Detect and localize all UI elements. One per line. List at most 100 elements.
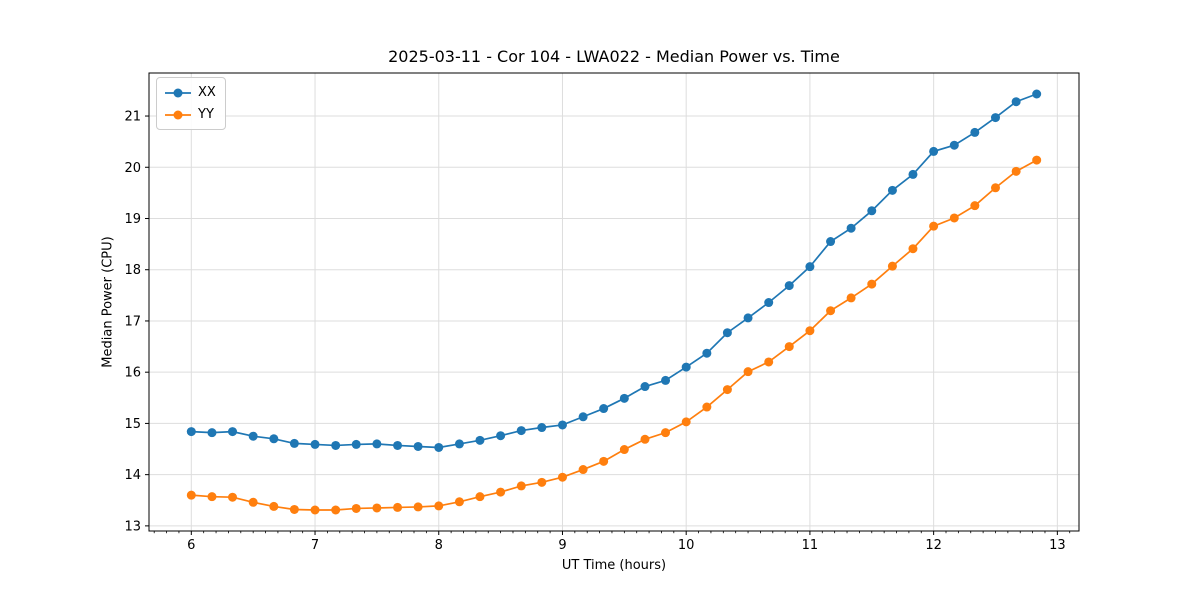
data-point-yy bbox=[743, 367, 753, 377]
data-point-xx bbox=[310, 439, 320, 449]
data-point-xx bbox=[929, 146, 939, 156]
data-point-xx bbox=[434, 442, 444, 452]
data-point-xx bbox=[1032, 89, 1042, 99]
x-tick-label: 8 bbox=[435, 538, 443, 553]
data-point-yy bbox=[826, 306, 836, 316]
data-point-xx bbox=[970, 127, 980, 137]
data-point-xx bbox=[846, 223, 856, 233]
data-point-yy bbox=[351, 503, 361, 513]
data-point-yy bbox=[475, 492, 485, 502]
data-point-xx bbox=[990, 113, 1000, 123]
data-point-yy bbox=[908, 244, 918, 254]
data-point-yy bbox=[805, 326, 815, 336]
data-point-yy bbox=[640, 434, 650, 444]
data-point-xx bbox=[887, 185, 897, 195]
data-point-xx bbox=[331, 440, 341, 450]
data-point-yy bbox=[557, 472, 567, 482]
data-point-xx bbox=[867, 206, 877, 216]
data-point-yy bbox=[413, 502, 423, 512]
data-point-yy bbox=[990, 183, 1000, 193]
data-point-xx bbox=[475, 435, 485, 445]
series-xx-line-icon bbox=[165, 88, 191, 97]
data-point-yy bbox=[310, 505, 320, 515]
chart-title: 2025-03-11 - Cor 104 - LWA022 - Median P… bbox=[388, 47, 840, 66]
data-point-xx bbox=[516, 426, 526, 436]
data-point-yy bbox=[372, 503, 382, 513]
data-point-yy bbox=[970, 201, 980, 211]
legend-label-yy: YY bbox=[198, 107, 214, 122]
data-point-xx bbox=[578, 412, 588, 422]
data-point-yy bbox=[784, 342, 794, 352]
data-point-xx bbox=[557, 420, 567, 430]
x-tick-label: 11 bbox=[802, 538, 819, 553]
data-point-yy bbox=[207, 492, 217, 502]
data-point-xx bbox=[661, 375, 671, 385]
legend-entry-yy: YY bbox=[164, 105, 216, 124]
data-point-yy bbox=[331, 505, 341, 515]
data-point-yy bbox=[764, 357, 774, 367]
data-point-yy bbox=[186, 490, 196, 500]
y-tick-label: 16 bbox=[124, 366, 141, 381]
data-point-yy bbox=[887, 261, 897, 271]
x-tick-label: 9 bbox=[558, 538, 566, 553]
data-point-xx bbox=[764, 298, 774, 308]
data-point-xx bbox=[805, 262, 815, 272]
data-point-yy bbox=[661, 428, 671, 438]
data-point-yy bbox=[619, 445, 629, 455]
data-point-xx bbox=[207, 428, 217, 438]
data-point-yy bbox=[1032, 155, 1042, 165]
data-point-xx bbox=[228, 427, 238, 437]
y-tick-label: 17 bbox=[124, 314, 141, 329]
data-point-xx bbox=[351, 439, 361, 449]
data-point-yy bbox=[929, 221, 939, 231]
data-point-yy bbox=[393, 502, 403, 512]
legend: XX YY bbox=[156, 77, 226, 130]
data-point-xx bbox=[186, 427, 196, 437]
data-point-xx bbox=[826, 237, 836, 247]
data-point-yy bbox=[949, 213, 959, 223]
series-yy-line-icon bbox=[165, 110, 191, 119]
data-point-yy bbox=[722, 385, 732, 395]
data-point-yy bbox=[289, 504, 299, 514]
y-tick-label: 18 bbox=[124, 263, 141, 278]
data-point-xx bbox=[722, 328, 732, 338]
data-point-yy bbox=[1011, 166, 1021, 176]
data-point-xx bbox=[413, 441, 423, 451]
data-point-yy bbox=[228, 492, 238, 502]
x-tick-label: 6 bbox=[187, 538, 195, 553]
data-point-xx bbox=[454, 439, 464, 449]
x-axis-label: UT Time (hours) bbox=[561, 558, 667, 573]
data-point-xx bbox=[640, 382, 650, 392]
x-tick-label: 12 bbox=[925, 538, 942, 553]
y-axis-label: Median Power (CPU) bbox=[100, 236, 116, 368]
data-point-yy bbox=[434, 501, 444, 511]
data-point-yy bbox=[248, 497, 258, 507]
data-point-yy bbox=[578, 465, 588, 475]
data-point-yy bbox=[867, 279, 877, 289]
data-point-xx bbox=[372, 439, 382, 449]
data-point-yy bbox=[537, 477, 547, 487]
data-point-yy bbox=[516, 481, 526, 491]
series-line-yy bbox=[191, 159, 1038, 511]
y-tick-label: 13 bbox=[124, 519, 141, 534]
x-tick-label: 7 bbox=[311, 538, 319, 553]
data-point-yy bbox=[496, 487, 506, 497]
data-point-yy bbox=[454, 497, 464, 507]
legend-label-xx: XX bbox=[198, 85, 216, 100]
data-point-xx bbox=[289, 438, 299, 448]
data-point-yy bbox=[599, 456, 609, 466]
data-point-yy bbox=[681, 417, 691, 427]
data-point-xx bbox=[537, 423, 547, 433]
data-point-yy bbox=[846, 293, 856, 303]
data-point-xx bbox=[496, 431, 506, 441]
y-tick-label: 19 bbox=[124, 212, 141, 227]
legend-entry-xx: XX bbox=[164, 83, 216, 102]
y-tick-label: 20 bbox=[124, 161, 141, 176]
y-tick-label: 21 bbox=[124, 110, 141, 125]
y-tick-label: 14 bbox=[124, 468, 141, 483]
data-point-yy bbox=[702, 402, 712, 412]
data-point-xx bbox=[619, 393, 629, 403]
data-point-xx bbox=[393, 440, 403, 450]
